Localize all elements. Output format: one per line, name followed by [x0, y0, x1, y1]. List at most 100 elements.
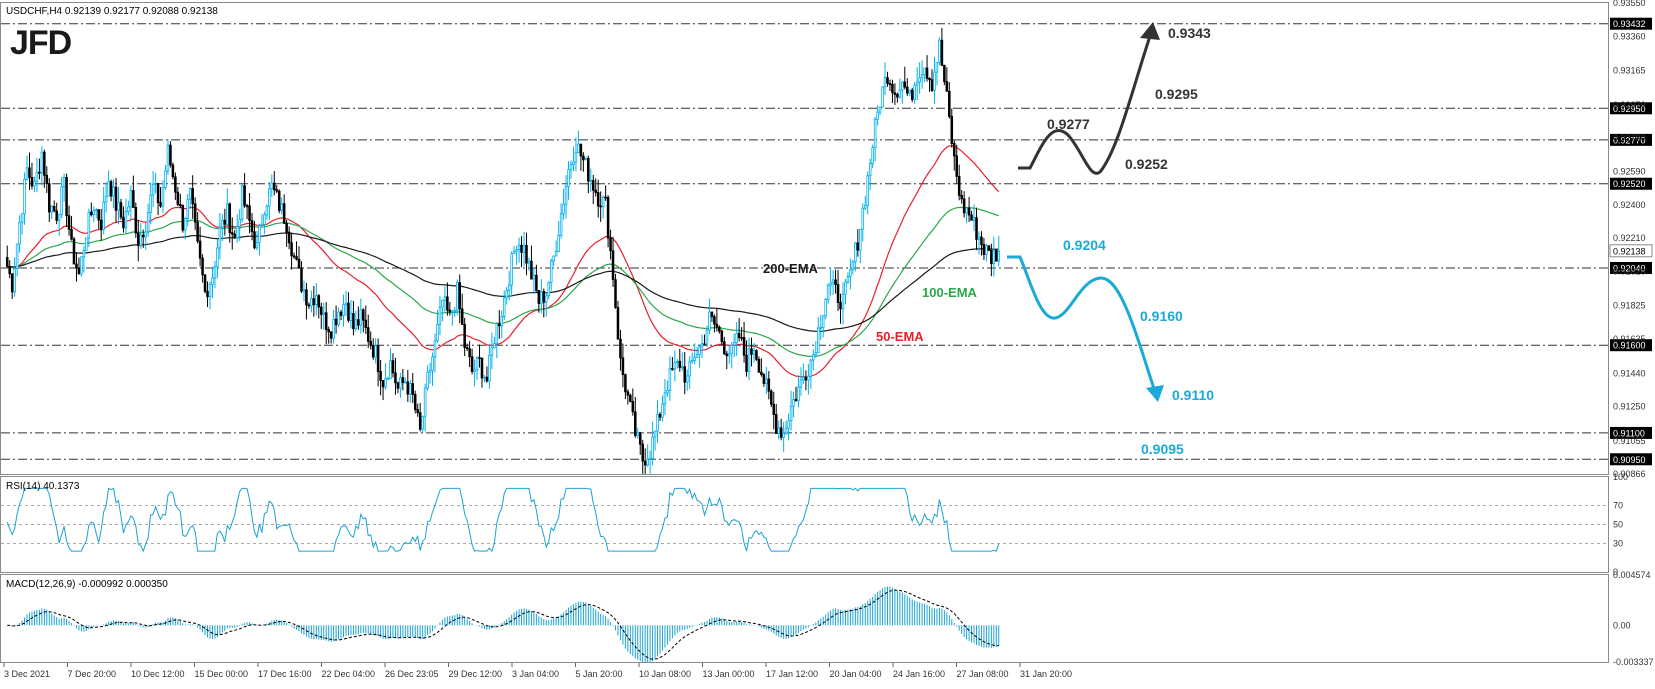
candle-body: [446, 296, 449, 311]
rsi-tick-label: 0: [1613, 567, 1618, 577]
candle-body: [572, 161, 575, 165]
candle-body: [985, 245, 988, 255]
rsi-tick-label: 50: [1613, 520, 1623, 530]
candle-body: [834, 279, 837, 286]
price-tick-label: 0.93360: [1613, 31, 1646, 41]
candle-body: [72, 238, 76, 265]
candle-body: [292, 255, 296, 258]
candle-body: [871, 147, 874, 165]
candle-body: [312, 298, 316, 306]
bear-scenario-arrow: [1007, 255, 1157, 393]
candle-body: [305, 289, 308, 306]
candle-body: [282, 203, 286, 224]
candle-body: [164, 170, 167, 188]
candle-body: [789, 405, 793, 422]
candle-body: [844, 281, 847, 295]
candle-body: [935, 62, 939, 73]
candle-body: [448, 309, 452, 313]
candle-body: [725, 353, 729, 357]
candle-body: [831, 279, 835, 284]
candle-body: [910, 89, 914, 100]
candle-body: [349, 313, 353, 321]
candle-body: [87, 211, 91, 239]
candle-body: [520, 244, 523, 253]
candle-body: [174, 176, 177, 193]
rsi-tick-label: 100: [1613, 472, 1628, 482]
price-panel-frame: [0, 2, 1609, 475]
candle-body: [923, 67, 926, 76]
candle-body: [638, 431, 642, 445]
candle-body: [216, 247, 219, 267]
rsi-title: RSI(14) 40.1373: [6, 481, 80, 492]
candle-body: [799, 379, 803, 388]
candle-body: [821, 315, 825, 328]
candle-body: [455, 282, 459, 311]
candle-body: [713, 316, 716, 325]
candle-body: [703, 343, 706, 346]
candle-body: [260, 223, 264, 227]
candle-body: [384, 378, 387, 388]
bear-target-1: 0.9160: [1140, 308, 1183, 324]
candle-body: [995, 249, 998, 262]
candle-body: [893, 92, 897, 95]
candle-body: [661, 403, 664, 418]
candle-body: [399, 377, 402, 389]
candle-body: [302, 289, 306, 292]
candle-body: [141, 234, 145, 238]
candle-body: [596, 192, 600, 207]
candle-body: [836, 284, 840, 303]
ema50-label: 50-EMA: [876, 329, 924, 344]
candle-body: [13, 268, 16, 293]
candle-body: [804, 377, 808, 381]
candle-body: [587, 157, 590, 182]
candle-body: [792, 398, 795, 407]
candle-body: [77, 267, 81, 275]
candle-body: [433, 340, 437, 358]
candle-body: [290, 242, 293, 257]
candle-body: [681, 366, 684, 369]
candle-body: [611, 250, 615, 281]
candle-body: [48, 183, 51, 213]
candle-body: [332, 318, 335, 339]
candle-body: [470, 356, 474, 372]
candle-body: [987, 245, 991, 251]
time-tick-label: 24 Jan 16:00: [893, 669, 945, 679]
rsi-panel-frame: [0, 476, 1609, 573]
candle-body: [950, 115, 954, 144]
candle-body: [972, 217, 976, 221]
candle-body: [176, 191, 180, 205]
candle-body: [688, 361, 691, 377]
candle-body: [908, 89, 912, 94]
candle-body: [554, 251, 558, 257]
candle-body: [896, 94, 899, 98]
candle-body: [779, 427, 783, 438]
candle-body: [866, 175, 869, 206]
candle-body: [134, 207, 138, 234]
candle-body: [389, 360, 392, 379]
candle-body: [253, 231, 256, 249]
candle-body: [391, 360, 395, 374]
candle-body: [760, 371, 763, 376]
rsi-line: [6, 487, 1000, 553]
candle-body: [525, 244, 528, 264]
candle-body: [829, 282, 832, 286]
candle-body: [668, 368, 672, 391]
level-tag-label: 0.92950: [1613, 104, 1646, 114]
candle-body: [369, 340, 372, 346]
candle-body: [270, 182, 274, 190]
candle-body: [690, 360, 694, 363]
candle-body: [184, 218, 187, 231]
candle-body: [483, 376, 486, 379]
candle-body: [698, 346, 701, 355]
candle-body: [802, 377, 805, 381]
candle-body: [673, 362, 677, 370]
candle-body: [114, 186, 118, 211]
candle-body: [863, 204, 867, 209]
candle-body: [730, 344, 733, 355]
candle-body: [648, 457, 652, 460]
candle-body: [631, 400, 635, 413]
ema200-label: 200-EMA: [763, 261, 819, 276]
bear-target-0: 0.9204: [1063, 237, 1106, 253]
candle-body: [154, 183, 157, 185]
